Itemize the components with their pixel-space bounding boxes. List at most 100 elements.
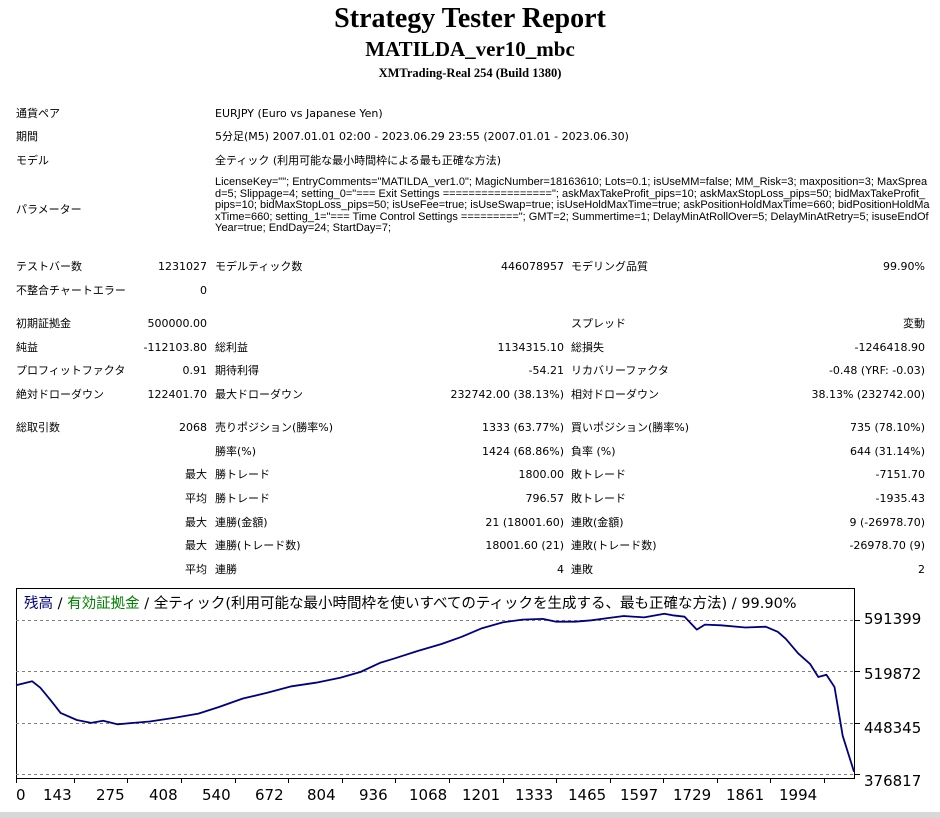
- period-label: 期間: [16, 130, 38, 143]
- y-tick-label: 591399: [864, 610, 922, 628]
- x-tick-label: 936: [359, 786, 388, 804]
- report-title: Strategy Tester Report: [334, 3, 606, 34]
- x-tick-label: 672: [255, 786, 284, 804]
- x-tick-label: 0: [16, 786, 26, 804]
- largest-win-label: 勝トレード: [215, 468, 270, 481]
- spread-label: スプレッド: [571, 317, 626, 330]
- server-info: XMTrading-Real 254 (Build 1380): [378, 66, 562, 80]
- symbol-value: EURJPY (Euro vs Japanese Yen): [215, 107, 383, 120]
- params-label: パラメーター: [16, 203, 82, 216]
- max-consec-wins-label: 連勝(金額): [215, 516, 268, 529]
- net-label: 純益: [16, 341, 38, 354]
- loss-value: 644 (31.14%): [849, 445, 925, 458]
- max-consec-profit-label: 連勝(トレード数): [215, 539, 301, 552]
- ticks-value: 446078957: [501, 260, 564, 273]
- x-tick-label: 1597: [620, 786, 659, 804]
- long-value: 735 (78.10%): [849, 421, 925, 434]
- gross-profit-label: 総利益: [215, 341, 248, 354]
- abs-dd-label: 絶対ドローダウン: [16, 388, 104, 401]
- short-value: 1333 (63.77%): [481, 421, 564, 434]
- x-tick-label: 1068: [409, 786, 448, 804]
- max-word-consec-money: 最大: [185, 516, 207, 529]
- x-tick-label: 275: [96, 786, 125, 804]
- pf-label: プロフィットファクタ: [16, 364, 126, 377]
- avg-win-label: 勝トレード: [215, 492, 270, 505]
- win-value: 1424 (68.86%): [481, 445, 564, 458]
- chart-legend: 残高 / 有効証拠金 / 全ティック(利用可能な最小時間枠を使いすべてのティック…: [24, 592, 797, 613]
- max-dd-label: 最大ドローダウン: [215, 388, 303, 401]
- avg-consec-losses-value: 2: [918, 563, 925, 576]
- largest-loss-value: -7151.70: [875, 468, 925, 481]
- largest-word: 最大: [185, 468, 207, 481]
- rel-dd-label: 相対ドローダウン: [571, 388, 659, 401]
- avg-consec-losses-label: 連敗: [571, 563, 593, 576]
- y-tick-label: 376817: [864, 772, 922, 790]
- x-tick-label: 143: [43, 786, 72, 804]
- avg-consec-wins-label: 連勝: [215, 563, 237, 576]
- gross-loss-label: 総損失: [571, 341, 604, 354]
- long-label: 買いポジション(勝率%): [571, 421, 690, 434]
- balance-line: [15, 612, 855, 772]
- avg-loss-value: -1935.43: [875, 492, 925, 505]
- avg-consec-wins-value: 4: [557, 563, 564, 576]
- mismatch-label: 不整合チャートエラー: [16, 284, 126, 297]
- period-value: 5分足(M5) 2007.01.01 02:00 - 2023.06.29 23…: [215, 130, 629, 143]
- expected-label: 期待利得: [215, 364, 259, 377]
- model-value: 全ティック (利用可能な最小時間枠による最も正確な方法): [215, 154, 502, 167]
- table-header-strip: [0, 812, 940, 818]
- model-label: モデル: [16, 154, 49, 167]
- legend-sep: /: [53, 596, 68, 612]
- max-consec-loss-label: 連敗(トレード数): [571, 539, 657, 552]
- quality-value: 99.90%: [883, 260, 925, 273]
- short-label: 売りポジション(勝率%): [215, 421, 334, 434]
- spread-value: 変動: [903, 317, 925, 330]
- largest-loss-label: 敗トレード: [571, 468, 626, 481]
- balance-chart: 残高 / 有効証拠金 / 全ティック(利用可能な最小時間枠を使いすべてのティック…: [15, 588, 925, 818]
- recovery-value: -0.48 (YRF: -0.03): [828, 364, 925, 377]
- x-tick-label: 804: [307, 786, 336, 804]
- x-tick-label: 1333: [515, 786, 554, 804]
- y-tick-label: 519872: [864, 665, 922, 683]
- x-tick-label: 408: [149, 786, 178, 804]
- y-tick-label: 448345: [864, 719, 922, 737]
- legend-model: / 全ティック(利用可能な最小時間枠を使いすべてのティックを生成する、最も正確な…: [139, 596, 797, 612]
- gross-profit-value: 1134315.10: [497, 341, 564, 354]
- x-tick-label: 1994: [779, 786, 818, 804]
- avg-win-value: 796.57: [525, 492, 565, 505]
- x-tick-label: 540: [202, 786, 231, 804]
- max-consec-wins-value: 21 (18001.60): [485, 516, 564, 529]
- max-consec-losses-label: 連敗(金額): [571, 516, 624, 529]
- trades-value: 2068: [179, 421, 207, 434]
- bars-value: 1231027: [158, 260, 207, 273]
- win-label: 勝率(%): [215, 445, 257, 458]
- quality-label: モデリング品質: [571, 260, 648, 273]
- expected-value: -54.21: [528, 364, 564, 377]
- deposit-label: 初期証拠金: [16, 317, 71, 330]
- mismatch-value: 0: [200, 284, 207, 297]
- legend-equity: 有効証拠金: [67, 596, 140, 612]
- x-tick-label: 1465: [568, 786, 607, 804]
- recovery-label: リカバリーファクタ: [571, 364, 669, 377]
- pf-value: 0.91: [182, 364, 208, 377]
- max-consec-profit-value: 18001.60 (21): [485, 539, 564, 552]
- x-tick-label: 1201: [462, 786, 501, 804]
- chart-frame: [16, 588, 855, 779]
- trades-label: 総取引数: [16, 421, 60, 434]
- loss-label: 負率 (%): [571, 445, 616, 458]
- symbol-label: 通貨ペア: [16, 107, 60, 120]
- rel-dd-value: 38.13% (232742.00): [811, 388, 925, 401]
- x-tick-label: 1861: [726, 786, 765, 804]
- params-value: LicenseKey=""; EntryComments="MATILDA_ve…: [215, 176, 930, 234]
- average-word-consec: 平均: [185, 563, 207, 576]
- expert-name: MATILDA_ver10_mbc: [365, 37, 575, 61]
- largest-win-value: 1800.00: [518, 468, 565, 481]
- abs-dd-value: 122401.70: [147, 388, 208, 401]
- net-value: -112103.80: [143, 341, 207, 354]
- max-word-consec-count: 最大: [185, 539, 207, 552]
- max-dd-value: 232742.00 (38.13%): [450, 388, 564, 401]
- legend-balance: 残高: [24, 596, 53, 612]
- avg-loss-label: 敗トレード: [571, 492, 626, 505]
- max-consec-losses-value: 9 (-26978.70): [849, 516, 925, 529]
- balance-chart-svg: [15, 588, 860, 783]
- x-tick-label: 1729: [673, 786, 712, 804]
